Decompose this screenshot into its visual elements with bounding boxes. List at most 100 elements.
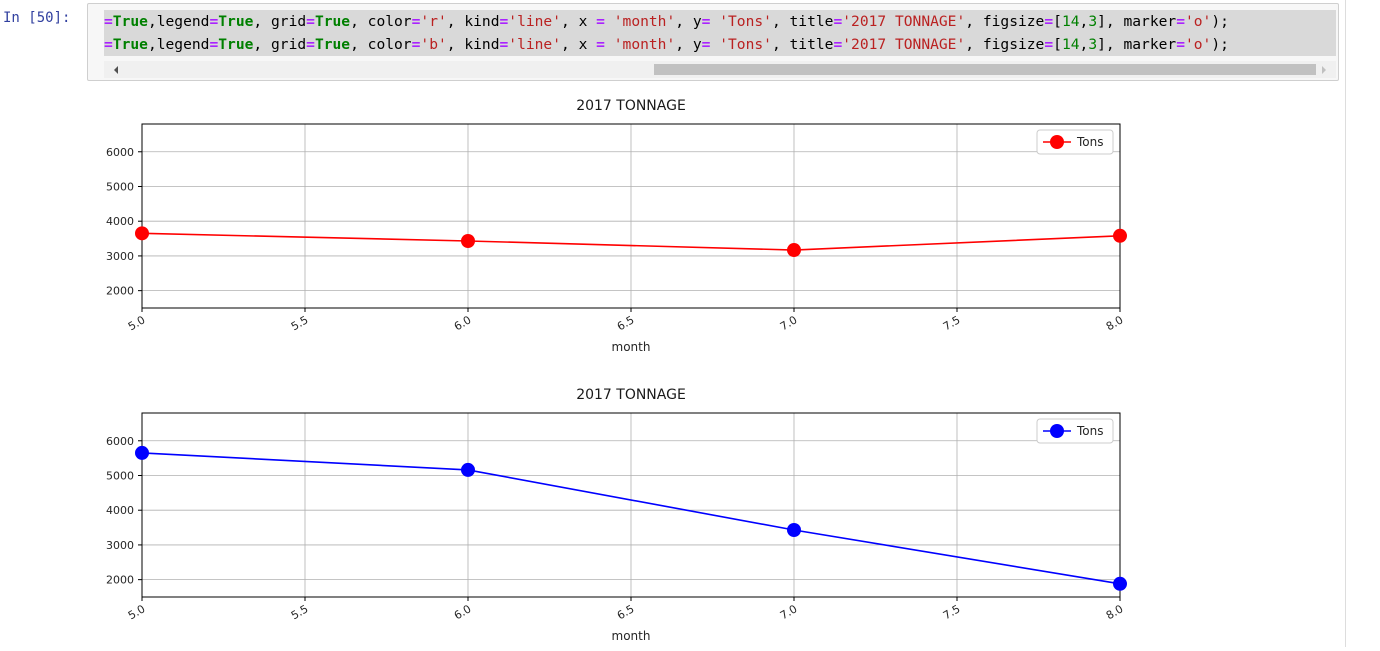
code-token: True — [218, 13, 254, 30]
code-token: 'line' — [508, 36, 561, 53]
y-tick-label: 4000 — [106, 504, 134, 517]
code-token: True — [218, 36, 254, 53]
data-point-marker — [1113, 228, 1127, 243]
series-line-1 — [141, 232, 1121, 251]
y-tick-label: 5000 — [106, 469, 134, 482]
code-token: , figsize — [965, 36, 1045, 53]
code-token: True — [112, 13, 148, 30]
y-tick-label: 3000 — [106, 539, 134, 552]
x-tick-label: 6.5 — [615, 313, 637, 333]
x-tick-label: 8.0 — [1104, 313, 1126, 333]
code-token: 'line' — [508, 13, 561, 30]
code-token: , figsize — [965, 13, 1045, 30]
code-token: , color — [350, 13, 412, 30]
code-token: = — [833, 36, 843, 53]
x-tick-label: 8.0 — [1104, 602, 1126, 622]
x-tick-label: 5.0 — [126, 602, 148, 622]
code-token: ); — [1211, 13, 1229, 30]
code-token: = — [411, 36, 421, 53]
code-token: , title — [771, 13, 834, 30]
code-token: = — [596, 13, 605, 30]
code-token: ], marker — [1097, 36, 1177, 53]
code-token: , x — [561, 13, 597, 30]
data-point-marker — [1113, 576, 1127, 591]
legend-label: Tons — [1076, 135, 1104, 149]
cell-output-area: 2017 TONNAGE 5.0 5.5 6.0 6.5 7.0 7.5 8.0 2000 300… — [87, 85, 1177, 647]
code-token: = — [499, 36, 509, 53]
code-token: 'Tons' — [719, 13, 772, 30]
page-scrollbar-divider — [1345, 0, 1346, 647]
code-token: = — [499, 13, 509, 30]
code-token: 3 — [1088, 13, 1098, 30]
y-tick-label: 4000 — [106, 215, 134, 228]
code-cell-editor[interactable]: =True,legend=True, grid=True, color='r',… — [87, 3, 1339, 81]
code-token: = — [209, 13, 219, 30]
code-token: [ — [1053, 13, 1062, 30]
code-token: = — [596, 36, 605, 53]
code-token: '2017 TONNAGE' — [842, 36, 966, 53]
x-tick-label: 5.5 — [289, 602, 311, 622]
code-token: True — [314, 36, 351, 53]
code-token: = — [306, 13, 315, 30]
code-token: ,legend — [147, 36, 210, 53]
code-token: True — [112, 36, 148, 53]
x-tick-label: 5.0 — [126, 313, 148, 333]
code-token: = — [1044, 13, 1054, 30]
x-axis-label: month — [612, 340, 651, 354]
chart-1: 2017 TONNAGE 5.0 5.5 6.0 6.5 7.0 7.5 8.0 2000 300… — [106, 98, 1127, 354]
code-token: , color — [350, 36, 412, 53]
code-token: = — [1176, 36, 1185, 53]
y-tick-label: 6000 — [106, 435, 134, 448]
y-tick-label: 2000 — [106, 285, 134, 298]
code-token: 14 — [1061, 13, 1080, 30]
charts-figure: 2017 TONNAGE 5.0 5.5 6.0 6.5 7.0 7.5 8.0 2000 300… — [106, 98, 1127, 643]
horizontal-scrollbar-thumb[interactable] — [654, 64, 1316, 75]
x-tick-label: 6.0 — [452, 602, 474, 622]
data-point-marker — [135, 445, 149, 460]
legend-marker — [1050, 424, 1064, 438]
code-token: = — [1176, 13, 1185, 30]
horizontal-scrollbar[interactable] — [104, 61, 1336, 78]
code-token: '2017 TONNAGE' — [842, 13, 966, 30]
x-axis-label: month — [612, 629, 651, 643]
code-token: , — [1079, 36, 1089, 53]
page-vertical-scrollbar[interactable] — [1346, 0, 1380, 647]
scroll-left-arrow-icon[interactable] — [114, 66, 118, 74]
code-token: , y — [675, 13, 702, 30]
x-tick-label: 7.0 — [778, 602, 800, 622]
code-token: ); — [1211, 36, 1229, 53]
scroll-right-arrow-icon[interactable] — [1322, 66, 1326, 74]
code-line[interactable]: =True,legend=True, grid=True, color='b',… — [104, 33, 1336, 56]
code-token: , grid — [253, 13, 307, 30]
code-token: 'r' — [420, 13, 447, 30]
code-token: , grid — [253, 36, 307, 53]
code-token — [605, 36, 614, 53]
x-tick-label: 7.5 — [941, 602, 963, 622]
data-point-marker — [135, 226, 149, 241]
code-token: ], marker — [1097, 13, 1177, 30]
code-lines[interactable]: =True,legend=True, grid=True, color='r',… — [104, 10, 1336, 56]
data-point-marker — [461, 462, 475, 477]
code-token: 'b' — [420, 36, 447, 53]
code-token: , — [1079, 13, 1089, 30]
code-token: 14 — [1061, 36, 1080, 53]
y-tick-label: 2000 — [106, 574, 134, 587]
code-token: , kind — [446, 13, 500, 30]
chart-title: 2017 TONNAGE — [576, 387, 686, 403]
code-token: True — [314, 13, 351, 30]
code-token: , x — [561, 36, 597, 53]
x-tick-label: 7.5 — [941, 313, 963, 333]
data-point-marker — [787, 522, 801, 537]
code-token — [710, 36, 719, 53]
code-token: ,legend — [147, 13, 210, 30]
chart-title: 2017 TONNAGE — [576, 98, 686, 114]
code-token: , title — [771, 36, 834, 53]
x-tick-label: 6.0 — [452, 313, 474, 333]
data-point-marker — [461, 233, 475, 248]
code-line[interactable]: =True,legend=True, grid=True, color='r',… — [104, 10, 1336, 33]
code-token: 3 — [1088, 36, 1098, 53]
code-token: = — [209, 36, 219, 53]
code-token: 'Tons' — [719, 36, 772, 53]
code-token: = — [701, 13, 711, 30]
x-tick-label: 5.5 — [289, 313, 311, 333]
